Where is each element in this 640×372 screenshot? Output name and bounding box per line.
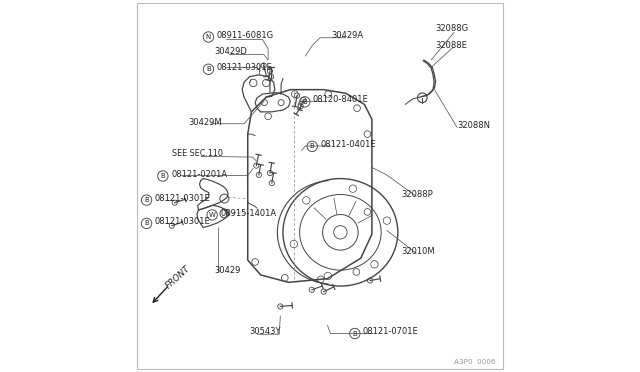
Text: 08915-1401A: 08915-1401A: [220, 208, 276, 218]
Text: 30429: 30429: [214, 266, 241, 275]
Text: 30429D: 30429D: [214, 47, 247, 56]
Text: 32088N: 32088N: [457, 121, 490, 131]
Text: 30543Y: 30543Y: [250, 327, 281, 336]
Text: B: B: [303, 99, 307, 105]
Text: B: B: [353, 330, 357, 337]
Text: 08911-6081G: 08911-6081G: [216, 31, 274, 39]
Text: 08121-0701E: 08121-0701E: [363, 327, 419, 336]
Text: B: B: [310, 143, 315, 149]
Text: 08121-0301E: 08121-0301E: [155, 194, 211, 203]
Text: B: B: [206, 66, 211, 72]
Text: 30429A: 30429A: [331, 31, 364, 39]
Text: B: B: [144, 197, 149, 203]
Text: FRONT: FRONT: [164, 264, 192, 291]
FancyBboxPatch shape: [136, 3, 504, 369]
Text: 08121-0401E: 08121-0401E: [321, 140, 376, 149]
Text: 08121-0301E: 08121-0301E: [216, 63, 273, 72]
Text: B: B: [144, 221, 149, 227]
Text: SEE SEC.110: SEE SEC.110: [172, 149, 223, 158]
Text: 32010M: 32010M: [401, 247, 435, 256]
Text: 32088G: 32088G: [435, 24, 468, 33]
Text: 08121-0201A: 08121-0201A: [171, 170, 227, 179]
Text: 30429M: 30429M: [188, 118, 222, 127]
Text: 32088E: 32088E: [435, 41, 467, 49]
Text: A3P0  0006: A3P0 0006: [454, 359, 496, 365]
Text: N: N: [206, 34, 211, 40]
Text: 08120-8401E: 08120-8401E: [313, 96, 369, 105]
Text: 32088P: 32088P: [401, 190, 433, 199]
Text: B: B: [161, 173, 165, 179]
Text: 08121-0301E: 08121-0301E: [155, 217, 211, 226]
Text: W: W: [209, 212, 216, 218]
